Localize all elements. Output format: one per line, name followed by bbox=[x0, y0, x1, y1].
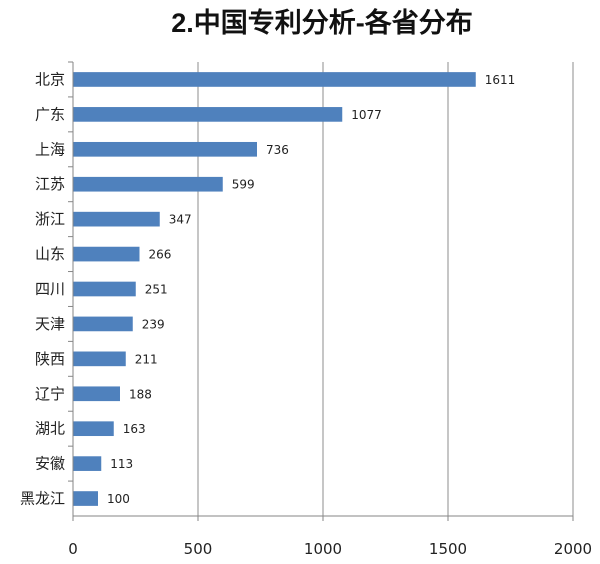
value-label: 736 bbox=[266, 143, 289, 157]
bar bbox=[73, 176, 223, 192]
bar bbox=[73, 386, 120, 402]
value-label: 251 bbox=[145, 283, 168, 297]
value-label: 1611 bbox=[485, 73, 516, 87]
x-axis-ticks: 0 500 1000 1500 2000 bbox=[68, 516, 592, 558]
value-label: 266 bbox=[149, 248, 172, 262]
bar bbox=[73, 211, 160, 227]
bars bbox=[73, 72, 476, 506]
bar bbox=[73, 246, 140, 262]
bar bbox=[73, 351, 126, 367]
chart-title: 2.中国专利分析-各省分布 bbox=[171, 7, 473, 38]
category-label: 天津 bbox=[35, 315, 65, 333]
bar bbox=[73, 72, 476, 87]
bar bbox=[73, 491, 98, 506]
category-label: 浙江 bbox=[35, 210, 65, 228]
grid bbox=[197, 62, 574, 516]
bar bbox=[73, 107, 343, 122]
value-label: 599 bbox=[232, 178, 255, 192]
value-label: 100 bbox=[107, 492, 130, 506]
category-label: 山东 bbox=[35, 245, 65, 263]
x-tick-label: 1000 bbox=[304, 540, 342, 558]
bar bbox=[73, 316, 133, 332]
category-label: 上海 bbox=[35, 140, 65, 158]
bar bbox=[73, 456, 102, 471]
x-tick-label: 2000 bbox=[554, 540, 592, 558]
category-label: 黑龙江 bbox=[20, 490, 65, 508]
bar bbox=[73, 141, 257, 157]
category-label: 安徽 bbox=[35, 455, 65, 473]
value-labels: 1611 1077 736 599 347 266 251 239 211 188 163 113 10… bbox=[107, 73, 515, 506]
value-label: 1077 bbox=[351, 108, 382, 122]
value-label: 113 bbox=[110, 457, 133, 471]
value-label: 239 bbox=[142, 317, 165, 331]
category-label: 陕西 bbox=[35, 350, 65, 368]
category-label: 北京 bbox=[35, 70, 65, 88]
category-label: 辽宁 bbox=[35, 385, 65, 403]
bar bbox=[73, 281, 136, 297]
x-tick-label: 1500 bbox=[429, 540, 467, 558]
value-label: 347 bbox=[169, 213, 192, 227]
x-tick-label: 0 bbox=[68, 540, 78, 558]
x-tick-label: 500 bbox=[184, 540, 213, 558]
bar bbox=[73, 421, 114, 437]
category-label: 广东 bbox=[35, 105, 65, 123]
category-label: 湖北 bbox=[35, 420, 65, 438]
value-label: 211 bbox=[135, 352, 158, 366]
category-label: 江苏 bbox=[35, 175, 65, 193]
value-label: 188 bbox=[129, 387, 152, 401]
category-label: 四川 bbox=[35, 280, 65, 298]
value-label: 163 bbox=[123, 422, 146, 436]
